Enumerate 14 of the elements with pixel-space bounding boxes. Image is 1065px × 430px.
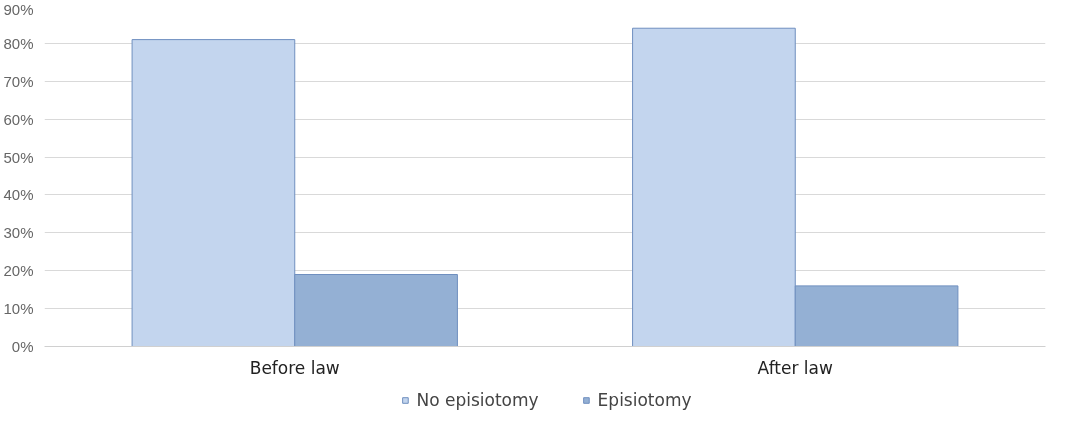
y-tick-label: 90% [3,0,34,18]
y-tick-label: 60% [3,110,34,128]
legend-label: No episiotomy [416,390,539,410]
y-tick-label: 10% [3,300,34,318]
y-tick-label: 80% [3,34,34,52]
y-tick-label: 40% [3,186,34,204]
y-tick-label: 0% [11,338,34,355]
x-tick-label: Before law [249,357,340,378]
y-tick-label: 50% [3,148,34,166]
legend-label: Episiotomy [597,390,692,410]
y-tick-label: 70% [3,72,34,90]
y-tick-label: 30% [3,224,34,242]
x-tick-label: After law [757,357,833,378]
y-tick-label: 20% [3,262,34,280]
